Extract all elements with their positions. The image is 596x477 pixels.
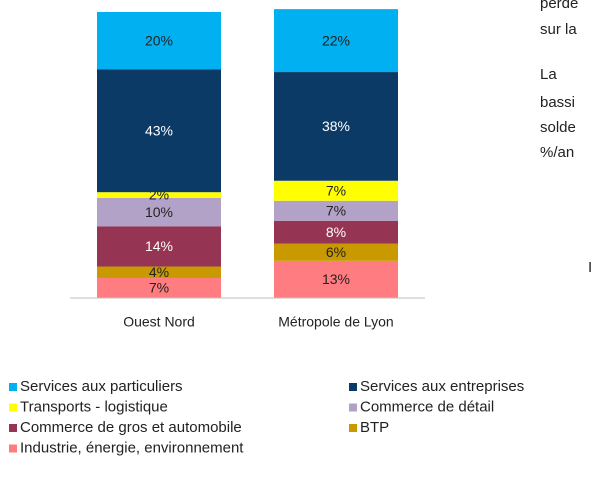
legend-swatch [349,383,357,391]
bar-segment [97,266,221,278]
bar-segment [274,9,398,73]
bar-segment [274,72,398,181]
legend-swatch [9,403,17,412]
legend-swatch [9,444,17,453]
value-label: 7% [149,280,169,296]
legend-swatch [9,424,17,432]
bar-segment [274,200,398,221]
bar-segment [274,180,398,201]
legend-label: Services aux particuliers [20,378,183,395]
bar-segment [97,192,221,198]
legend-label: Industrie, énergie, environnement [20,439,244,456]
legend-label: BTP [360,419,389,436]
bar-segment [97,277,221,298]
side-text: sur la [540,21,577,38]
bar-segment [274,220,398,244]
value-label: 10% [145,204,173,220]
value-label: 13% [322,271,350,287]
legend-label: Services aux entreprises [360,378,524,395]
bar-segment [97,197,221,227]
bar-segment [97,69,221,193]
value-label: 20% [145,32,173,48]
legend-label: Commerce de détail [360,398,494,415]
legend-label: Commerce de gros et automobile [20,419,242,436]
side-text: solde [540,119,576,136]
value-label: 8% [326,224,346,240]
x-tick-label: Ouest Nord [123,314,195,330]
value-label: 43% [145,122,173,138]
side-text: perde [540,0,578,12]
bar-segment [97,12,221,70]
value-label: 4% [149,264,169,280]
bar-segment [97,226,221,267]
bar-segment [274,260,398,298]
side-text: %/an [540,144,574,161]
value-label: 7% [326,182,346,198]
legend-swatch [349,403,357,412]
bar-segment [274,243,398,261]
value-label: 6% [326,244,346,260]
value-label: 22% [322,32,350,48]
side-text: I [588,259,592,276]
side-text: La [540,66,557,83]
value-label: 7% [326,202,346,218]
x-tick-label: Métropole de Lyon [278,314,393,330]
legend-swatch [9,383,17,391]
side-text: bassi [540,94,575,111]
value-label: 14% [145,238,173,254]
legend-swatch [349,424,357,432]
legend-label: Transports - logistique [20,398,168,415]
value-label: 38% [322,118,350,134]
